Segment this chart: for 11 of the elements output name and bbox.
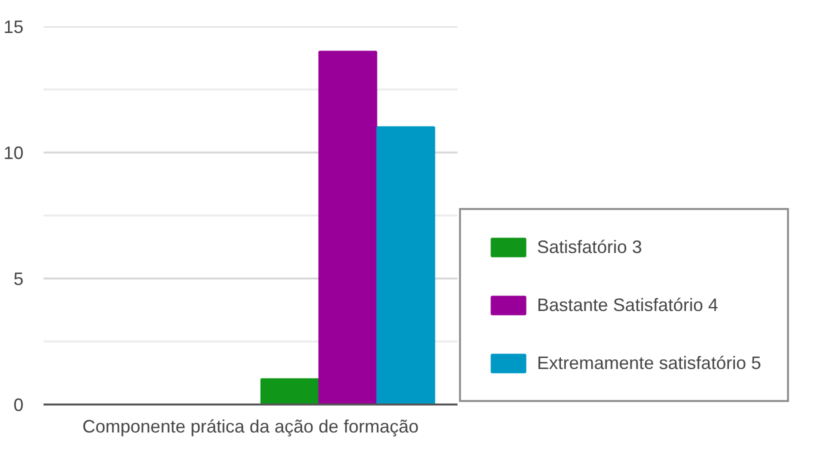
x-tick-label: Componente prática da ação de formação: [82, 416, 419, 436]
bar: [260, 378, 320, 404]
legend-label: Extremamente satisfatório 5: [537, 352, 762, 374]
bar: [376, 126, 436, 404]
y-tick-label: 0: [13, 395, 24, 415]
legend-label: Bastante Satisfatório 4: [537, 294, 718, 316]
y-tick-label: 10: [3, 143, 24, 163]
legend-label: Satisfatório 3: [537, 236, 642, 258]
y-tick-label: 15: [3, 17, 24, 37]
bar: [318, 50, 378, 404]
y-tick-label: 5: [13, 269, 24, 289]
